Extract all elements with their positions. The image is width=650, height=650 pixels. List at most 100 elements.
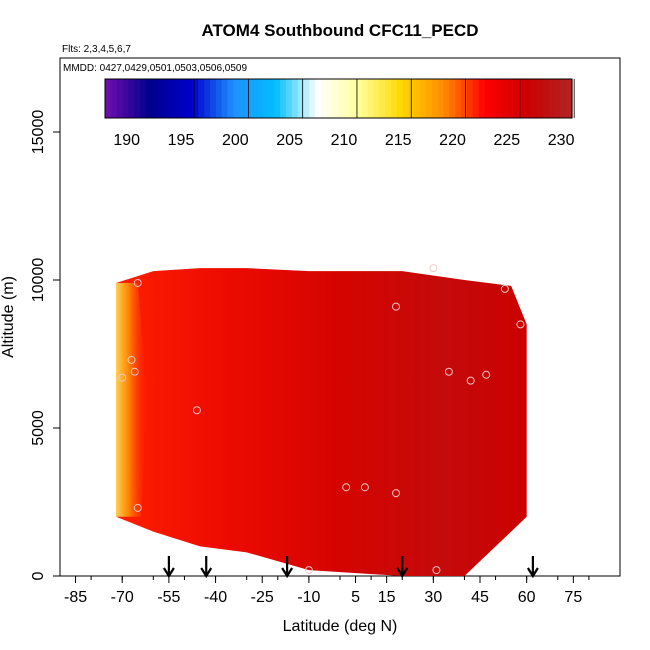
colorbar-segment — [414, 79, 421, 118]
colorbar-segment — [204, 79, 211, 118]
colorbar-tick-label: 205 — [276, 132, 303, 149]
colorbar-segment — [215, 79, 223, 118]
colorbar-segment — [525, 79, 532, 118]
colorbar-segment — [344, 79, 351, 118]
colorbar-segment — [426, 79, 433, 118]
colorbar-segment — [303, 79, 310, 118]
colorbar-segment — [466, 79, 474, 118]
colorbar-segment — [449, 79, 456, 118]
colorbar-tick-label: 230 — [548, 132, 575, 149]
colorbar-segment — [116, 79, 124, 118]
colorbar-segment — [210, 79, 217, 118]
curtain-edge — [116, 282, 148, 517]
colorbar-segment — [268, 79, 275, 118]
colorbar-segment — [309, 79, 316, 118]
x-tick-label: -85 — [64, 589, 87, 606]
observation-point — [133, 503, 142, 512]
observation-point — [516, 320, 525, 329]
colorbar-segment — [122, 79, 129, 118]
colorbar-segment — [315, 79, 322, 118]
colorbar-segment — [548, 79, 556, 118]
x-tick-label: 45 — [471, 589, 489, 606]
colorbar-segment — [274, 79, 281, 118]
colorbar-segment — [420, 79, 427, 118]
colorbar-segment — [501, 79, 509, 118]
colorbar-segment — [472, 79, 480, 118]
colorbar-segment — [140, 79, 147, 118]
colorbar-tick-label: 215 — [385, 132, 412, 149]
y-axis-label: Altitude (m) — [0, 276, 17, 358]
colorbar-segment — [105, 79, 112, 118]
colorbar-segment — [157, 79, 164, 118]
colorbar-segment — [291, 79, 299, 118]
observation-point — [466, 376, 475, 385]
colorbar-segment — [227, 79, 235, 118]
colorbar-segment — [519, 79, 526, 118]
colorbar-tick-label: 195 — [168, 132, 195, 149]
observation-point — [432, 566, 441, 575]
colorbar-segment — [134, 79, 141, 118]
observation-point — [500, 284, 509, 293]
flights-label: Flts: 2,3,4,5,6,7 — [62, 44, 131, 55]
colorbar-frame — [104, 78, 573, 119]
x-tick-label: 15 — [378, 589, 396, 606]
y-tick-label: 5000 — [30, 410, 47, 446]
flight-arrow — [281, 556, 294, 579]
colorbar-segment — [285, 79, 293, 118]
flight-arrow — [526, 556, 539, 579]
y-axis: 0 5000 10000 15000 — [30, 110, 60, 580]
observation-point — [360, 483, 369, 492]
colorbar-segment — [490, 79, 497, 118]
x-tick-label: -25 — [251, 589, 274, 606]
x-tick-label: 30 — [424, 589, 442, 606]
observation-point — [118, 373, 127, 382]
observation-point — [127, 355, 136, 364]
x-tick-label: -70 — [111, 589, 134, 606]
colorbar-tick-label: 210 — [331, 132, 358, 149]
flight-arrows — [162, 556, 539, 579]
x-tick-label: -55 — [157, 589, 180, 606]
colorbar-segment — [391, 79, 398, 118]
colorbar-segment — [385, 79, 392, 118]
observation-point — [429, 264, 438, 273]
colorbar-segment — [175, 79, 182, 118]
colorbar: 190 195 200 205 210 215 220 225 230 — [104, 78, 575, 149]
colorbar-segment — [455, 79, 462, 118]
colorbar-segment — [513, 79, 521, 118]
colorbar-segment — [280, 79, 287, 118]
x-axis: -85 -70 -55 -40 -25 -10 5 15 30 45 60 75 — [64, 576, 590, 606]
colorbar-segment — [554, 79, 561, 118]
observation-markers — [118, 264, 525, 575]
observation-point — [304, 566, 313, 575]
colorbar-segment — [233, 79, 240, 118]
colorbar-segment — [356, 79, 363, 118]
x-axis-label: Latitude (deg N) — [283, 618, 398, 635]
y-tick-label: 10000 — [30, 258, 47, 303]
x-tick-label: 60 — [518, 589, 536, 606]
colorbar-segment — [163, 79, 170, 118]
observation-point — [133, 278, 142, 287]
curtain-area — [116, 268, 527, 576]
observation-point — [192, 406, 201, 415]
colorbar-segment — [332, 79, 340, 118]
colorbar-segment — [542, 79, 550, 118]
colorbar-segment — [531, 79, 538, 118]
colorbar-segment — [338, 79, 345, 118]
colorbar-segment — [396, 79, 404, 118]
colorbar-segment — [350, 79, 357, 118]
colorbar-tick-label: 190 — [113, 132, 140, 149]
colorbar-segment — [431, 79, 439, 118]
colorbar-segment — [484, 79, 491, 118]
observation-point — [130, 367, 139, 376]
colorbar-segment — [128, 79, 135, 118]
colorbar-segment — [186, 79, 194, 118]
colorbar-segment — [169, 79, 176, 118]
colorbar-segment — [110, 79, 118, 118]
observation-point — [392, 302, 400, 311]
colorbar-segment — [478, 79, 486, 118]
x-tick-label: 75 — [564, 589, 582, 606]
colorbar-segment — [566, 79, 573, 118]
colorbar-segment — [461, 79, 468, 118]
colorbar-segment — [250, 79, 258, 118]
